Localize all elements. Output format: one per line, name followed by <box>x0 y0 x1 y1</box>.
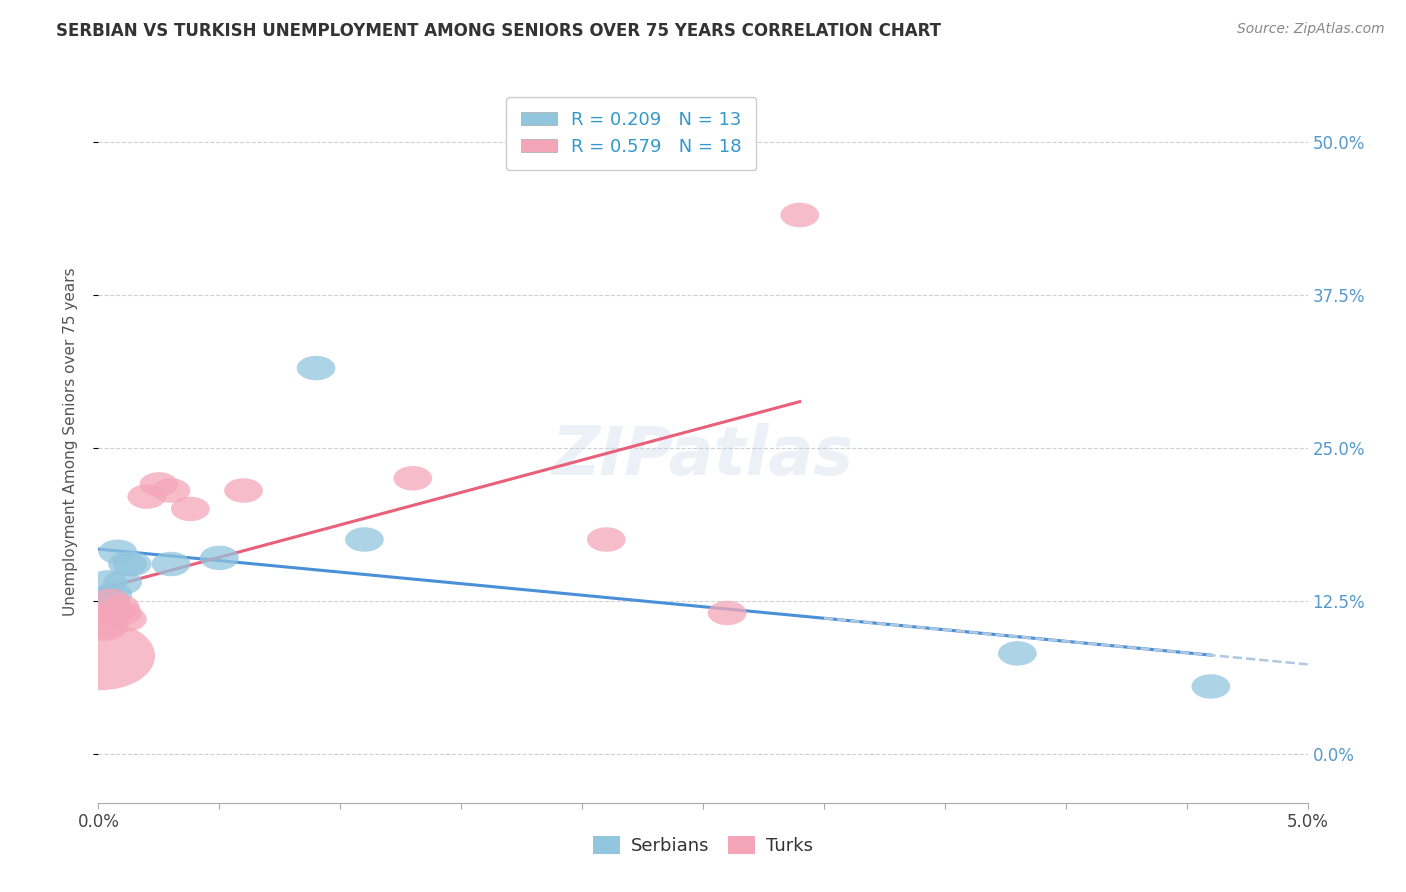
Ellipse shape <box>586 527 626 552</box>
Ellipse shape <box>998 641 1036 665</box>
Ellipse shape <box>297 356 336 380</box>
Ellipse shape <box>46 622 155 690</box>
Text: SERBIAN VS TURKISH UNEMPLOYMENT AMONG SENIORS OVER 75 YEARS CORRELATION CHART: SERBIAN VS TURKISH UNEMPLOYMENT AMONG SE… <box>56 22 941 40</box>
Ellipse shape <box>96 600 135 625</box>
Ellipse shape <box>707 600 747 625</box>
Ellipse shape <box>103 570 142 595</box>
Ellipse shape <box>152 552 190 576</box>
Ellipse shape <box>94 600 132 625</box>
Ellipse shape <box>89 613 128 638</box>
Ellipse shape <box>394 466 432 491</box>
Ellipse shape <box>79 609 128 641</box>
Ellipse shape <box>98 540 138 564</box>
Ellipse shape <box>84 589 122 613</box>
Ellipse shape <box>200 546 239 570</box>
Text: Source: ZipAtlas.com: Source: ZipAtlas.com <box>1237 22 1385 37</box>
Ellipse shape <box>108 552 146 576</box>
Ellipse shape <box>94 582 132 607</box>
Ellipse shape <box>344 527 384 552</box>
Legend: Serbians, Turks: Serbians, Turks <box>586 829 820 863</box>
Ellipse shape <box>139 472 179 497</box>
Ellipse shape <box>128 484 166 509</box>
Text: ZIPatlas: ZIPatlas <box>553 423 853 489</box>
Ellipse shape <box>103 600 142 625</box>
Y-axis label: Unemployment Among Seniors over 75 years: Unemployment Among Seniors over 75 years <box>63 268 77 615</box>
Ellipse shape <box>152 478 190 503</box>
Ellipse shape <box>91 589 129 613</box>
Ellipse shape <box>780 202 820 227</box>
Ellipse shape <box>172 497 209 521</box>
Ellipse shape <box>1191 674 1230 698</box>
Ellipse shape <box>89 570 128 595</box>
Ellipse shape <box>108 607 146 632</box>
Ellipse shape <box>112 552 152 576</box>
Ellipse shape <box>101 595 139 619</box>
Ellipse shape <box>224 478 263 503</box>
